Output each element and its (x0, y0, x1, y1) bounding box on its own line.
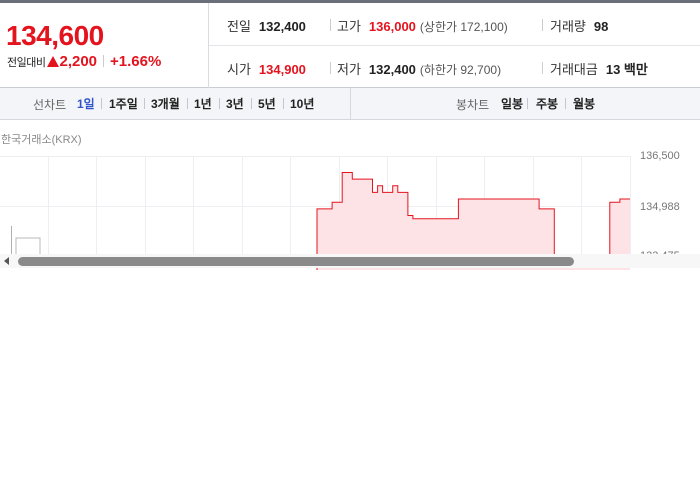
chart-canvas (11, 172, 630, 270)
change-row: 전일대비 2,200 +1.66% (7, 53, 161, 70)
tab-1-day[interactable]: 1일 (77, 97, 95, 111)
stat-sub: (하한가 92,700) (419, 63, 502, 77)
line-chart-title: 선차트 (33, 98, 67, 112)
stat-trade-value: 거래대금 13 백만 (550, 59, 648, 78)
divider (565, 98, 566, 109)
stat-value: 134,900 (258, 62, 306, 77)
up-triangle-icon (47, 56, 60, 67)
prior-session-line (15, 237, 41, 256)
tab-1-year[interactable]: 1년 (194, 97, 212, 111)
tab-3-years[interactable]: 3년 (226, 97, 244, 111)
stat-open: 시가 134,900 (227, 59, 306, 78)
change-amount: 2,200 (59, 53, 98, 70)
chart-tab-bar: 선차트 1일 1주일 3개월 1년 3년 5년 10년 봉차트 일봉 주봉 월봉 (0, 88, 700, 120)
line-chart-tabs: 선차트 1일 1주일 3개월 1년 3년 5년 10년 (0, 88, 351, 120)
stat-label: 거래량 (550, 19, 586, 34)
tab-1-week[interactable]: 1주일 (109, 97, 138, 111)
tab-3-months[interactable]: 3개월 (151, 97, 180, 111)
stats-grid: 전일 132,400 고가 136,000 (상한가 172,100) 거래량 98 시… (209, 3, 700, 88)
stat-label: 거래대금 (550, 62, 598, 77)
divider (542, 62, 543, 74)
divider (330, 19, 331, 31)
stat-value: 98 (593, 19, 609, 34)
price-chart: 한국거래소(KRX) 136,500 134,988 133,475 (0, 120, 700, 270)
stat-volume: 거래량 98 (550, 16, 608, 35)
divider (103, 55, 105, 67)
exchange-label: 한국거래소(KRX) (1, 134, 82, 146)
stat-low: 저가 132,400 (하한가 92,700) (337, 59, 501, 78)
stat-prev-close: 전일 132,400 (227, 16, 306, 35)
stat-value: 13 백만 (605, 62, 648, 77)
stat-label: 전일 (227, 19, 251, 34)
divider (330, 62, 331, 74)
stat-label: 시가 (227, 62, 251, 77)
divider (101, 98, 102, 109)
row-divider (209, 45, 700, 46)
divider (219, 98, 220, 109)
tab-10-years[interactable]: 10년 (290, 97, 315, 111)
divider (527, 98, 528, 109)
y-tick-label: 134,988 (640, 201, 680, 213)
current-price: 134,600 (6, 20, 104, 51)
stat-label: 저가 (337, 62, 361, 77)
stat-high: 고가 136,000 (상한가 172,100) (337, 16, 508, 35)
tab-monthly-candle[interactable]: 월봉 (573, 97, 596, 111)
stat-value: 132,400 (368, 62, 416, 77)
divider (187, 98, 188, 109)
scroll-left-arrow-icon[interactable] (4, 257, 9, 265)
divider (542, 19, 543, 31)
grid-line (630, 156, 631, 256)
divider (283, 98, 284, 109)
divider (144, 98, 145, 109)
stat-label: 고가 (337, 19, 361, 34)
stat-value: 136,000 (368, 19, 416, 34)
scrollbar-thumb[interactable] (18, 257, 574, 266)
candle-chart-title: 봉차트 (456, 98, 490, 112)
grid-line (0, 206, 630, 207)
change-percent: +1.66% (110, 53, 162, 70)
change-label: 전일대비 (7, 57, 46, 69)
tab-5-years[interactable]: 5년 (258, 97, 276, 111)
grid-line (0, 156, 630, 157)
divider (251, 98, 252, 109)
quote-summary: 134,600 전일대비 2,200 +1.66% 전일 132,400 고가 136,… (0, 3, 700, 88)
stat-value: 132,400 (258, 19, 306, 34)
stat-sub: (상한가 172,100) (419, 20, 508, 34)
tab-weekly-candle[interactable]: 주봉 (536, 97, 559, 111)
top-border (0, 0, 700, 3)
price-box: 134,600 전일대비 2,200 +1.66% (0, 3, 209, 88)
y-tick-label: 136,500 (640, 150, 680, 162)
prior-session-tick (11, 226, 12, 256)
price-area (317, 172, 630, 270)
tab-daily-candle[interactable]: 일봉 (501, 97, 524, 111)
